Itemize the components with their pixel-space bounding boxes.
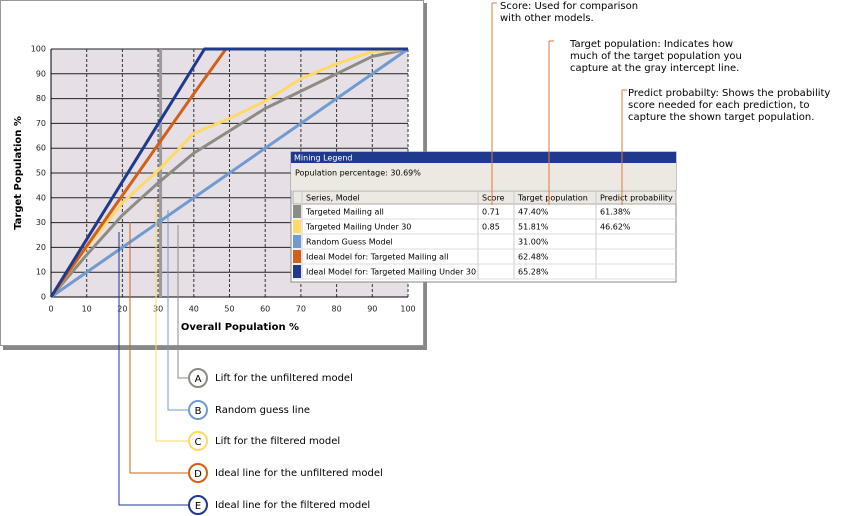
x-tick-label: 70 bbox=[296, 305, 306, 314]
legend-cell: 0.71 bbox=[482, 208, 500, 217]
series-line bbox=[49, 47, 409, 298]
y-tick-label: 40 bbox=[36, 193, 46, 202]
y-tick-label: 10 bbox=[36, 268, 46, 277]
column-header: Score bbox=[482, 194, 504, 203]
legend-cell: 31.00% bbox=[518, 238, 549, 247]
y-tick-label: 0 bbox=[41, 293, 46, 302]
legend-swatch bbox=[293, 205, 301, 218]
callout-letter: A bbox=[195, 374, 202, 385]
y-tick-label: 90 bbox=[36, 69, 46, 78]
column-header: Target population bbox=[517, 194, 588, 203]
y-tick-label: 100 bbox=[31, 45, 46, 54]
legend-cell: 47.40% bbox=[518, 208, 549, 217]
callout-text: Lift for the filtered model bbox=[215, 436, 340, 447]
legend-series-name: Ideal Model for: Targeted Mailing Under … bbox=[306, 268, 476, 277]
legend-cell: 46.62% bbox=[600, 223, 631, 232]
callout-text: Random guess line bbox=[215, 405, 310, 416]
callouts: A Lift for the unfiltered model B Random gu… bbox=[118, 200, 383, 515]
x-tick-label: 20 bbox=[117, 305, 127, 314]
callout-text: Ideal line for the filtered model bbox=[215, 500, 370, 511]
y-tick-label: 20 bbox=[36, 243, 46, 252]
legend-series-name: Ideal Model for: Targeted Mailing all bbox=[306, 253, 449, 262]
x-tick-label: 80 bbox=[332, 305, 342, 314]
y-tick-label: 60 bbox=[36, 144, 46, 153]
legend-cell: 51.81% bbox=[518, 223, 549, 232]
note-text: with other models. bbox=[500, 13, 594, 24]
callout-text: Lift for the unfiltered model bbox=[215, 373, 353, 384]
callout-letter: E bbox=[195, 501, 201, 512]
callout-leader bbox=[177, 225, 189, 379]
y-tick-label: 80 bbox=[36, 94, 46, 103]
series-line bbox=[49, 48, 228, 298]
legend-swatch bbox=[293, 235, 301, 248]
callout-badge bbox=[188, 400, 208, 420]
legend-cell: 0.85 bbox=[482, 223, 500, 232]
table-header bbox=[292, 190, 677, 205]
x-tick-label: 50 bbox=[224, 305, 234, 314]
y-tick-label: 30 bbox=[36, 218, 46, 227]
callout-letter: C bbox=[195, 437, 202, 448]
column-header: Series, Model bbox=[306, 194, 360, 203]
series-line bbox=[49, 47, 408, 298]
intercept-line bbox=[159, 49, 163, 297]
note-text: capture at the gray intercept line. bbox=[570, 63, 739, 74]
x-tick-label: 60 bbox=[260, 305, 270, 314]
x-tick-label: 90 bbox=[367, 305, 377, 314]
column-header: Predict probability bbox=[600, 194, 673, 203]
legend-title: Mining Legend bbox=[294, 154, 353, 163]
legend-series-name: Random Guess Model bbox=[306, 238, 393, 247]
callout-badge bbox=[188, 463, 208, 483]
callout-leader bbox=[167, 210, 189, 411]
legend-cell: 62.48% bbox=[518, 253, 549, 262]
callout-badge bbox=[188, 495, 208, 515]
callout-leader bbox=[118, 232, 189, 506]
callout-letter: D bbox=[194, 469, 202, 480]
note-text: Predict probabilty: Shows the probabilit… bbox=[628, 88, 830, 99]
y-tick-label: 50 bbox=[36, 169, 46, 178]
legend-cell: 61.38% bbox=[600, 208, 631, 217]
legend-info bbox=[291, 163, 676, 190]
callout-leader bbox=[155, 200, 189, 442]
x-axis-label: Overall Population % bbox=[181, 322, 299, 333]
legend-cell: 65.28% bbox=[518, 268, 549, 277]
note-text: Target population: Indicates how bbox=[569, 39, 733, 50]
x-tick-label: 10 bbox=[82, 305, 92, 314]
callout-leader bbox=[129, 222, 189, 474]
callout-badge bbox=[188, 431, 208, 451]
x-tick-label: 40 bbox=[189, 305, 199, 314]
legend-swatch bbox=[293, 265, 301, 278]
callout-letter: B bbox=[195, 406, 202, 417]
note-text: much of the target population you bbox=[570, 51, 742, 62]
note-text: capture the shown target population. bbox=[628, 112, 814, 123]
series-line bbox=[49, 47, 409, 298]
legend-series-name: Targeted Mailing all bbox=[305, 208, 384, 217]
callout-text: Ideal line for the unfiltered model bbox=[215, 468, 383, 479]
x-tick-label: 100 bbox=[400, 305, 415, 314]
legend-series-name: Targeted Mailing Under 30 bbox=[305, 223, 411, 232]
legend-titlebar bbox=[291, 152, 676, 163]
callout-badge bbox=[188, 368, 208, 388]
mining-legend: Mining Legend Population percentage: 30.6… bbox=[290, 151, 677, 283]
legend-swatch bbox=[293, 250, 301, 263]
legend-swatch bbox=[293, 220, 301, 233]
x-tick-label: 30 bbox=[153, 305, 163, 314]
y-axis-label: Target Population % bbox=[13, 116, 24, 230]
series-line bbox=[50, 47, 409, 299]
population-percentage: Population percentage: 30.69% bbox=[295, 169, 421, 178]
x-tick-label: 0 bbox=[48, 305, 53, 314]
note-text: score needed for each prediction, to bbox=[628, 100, 810, 111]
note-text: Score: Used for comparison bbox=[500, 1, 638, 12]
y-tick-label: 70 bbox=[36, 119, 46, 128]
